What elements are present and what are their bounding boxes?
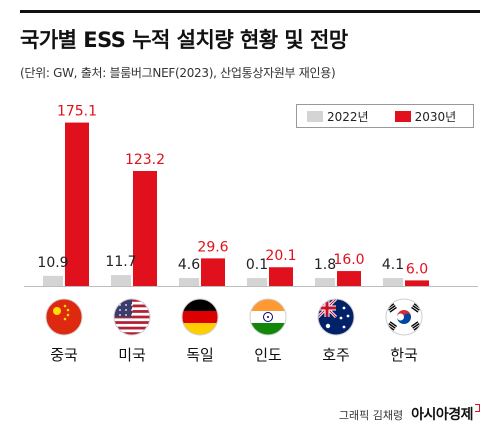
- chart-title: 국가별 ESS 누적 설치량 현황 및 전망: [20, 28, 348, 52]
- bar-2022-china: [43, 275, 63, 286]
- legend-swatch-2030: [394, 110, 411, 122]
- value-label-2030-usa: 123.2: [125, 152, 165, 168]
- value-label-2022-usa: 11.7: [105, 254, 136, 270]
- value-label-2022-korea: 4.1: [382, 257, 404, 273]
- category-label-australia: 호주: [322, 346, 350, 364]
- legend-item-2022: 2022년: [307, 108, 369, 125]
- legend-swatch-2022: [307, 110, 323, 122]
- brand-mark-icon: [475, 404, 480, 412]
- bar-2022-india: [247, 278, 267, 286]
- value-label-2030-korea: 6.0: [406, 261, 428, 277]
- india-flag-icon: [249, 298, 287, 336]
- bar-2030-australia: [337, 271, 361, 286]
- category-label-usa: 미국: [118, 346, 146, 364]
- australia-flag-icon: [317, 298, 355, 336]
- legend: 2022년 2030년: [296, 104, 474, 128]
- value-label-2022-india: 0.1: [246, 257, 268, 273]
- chart-subtitle: (단위: GW, 출처: 블룸버그NEF(2023), 산업통상자원부 재인용): [20, 66, 336, 80]
- footer: 그래픽 김채령 아시아경제: [339, 404, 480, 424]
- category-label-korea: 한국: [390, 346, 418, 364]
- bar-2022-korea: [383, 278, 403, 286]
- value-label-2022-china: 10.9: [37, 255, 68, 271]
- china-flag-icon: [45, 298, 83, 336]
- korea-flag-icon: [385, 298, 423, 336]
- bar-2030-korea: [405, 280, 429, 286]
- brand-logo: 아시아경제: [411, 404, 480, 424]
- value-label-2022-australia: 1.8: [314, 257, 336, 273]
- legend-label-2022: 2022년: [327, 109, 369, 124]
- value-label-2022-germany: 4.6: [178, 257, 200, 273]
- value-label-2030-germany: 29.6: [197, 239, 228, 255]
- bar-2030-germany: [201, 258, 225, 286]
- category-label-germany: 독일: [186, 346, 214, 364]
- bar-2022-germany: [179, 278, 199, 286]
- category-label-india: 인도: [254, 346, 282, 364]
- germany-flag-icon: [181, 298, 219, 336]
- category-label-china: 중국: [50, 346, 78, 364]
- usa-flag-icon: [113, 298, 151, 336]
- bar-2030-china: [65, 122, 89, 286]
- value-label-2030-china: 175.1: [57, 104, 97, 120]
- value-label-2030-australia: 16.0: [333, 252, 364, 268]
- bar-2022-australia: [315, 278, 335, 286]
- brand-name: 아시아경제: [411, 407, 473, 423]
- bar-2030-usa: [133, 171, 157, 286]
- graphic-credit: 그래픽 김채령: [338, 409, 404, 422]
- value-label-2030-india: 20.1: [265, 248, 296, 264]
- legend-item-2030: 2030년: [394, 108, 457, 125]
- legend-label-2030: 2030년: [414, 109, 457, 124]
- bar-2022-usa: [111, 275, 131, 286]
- bar-2030-india: [269, 267, 293, 286]
- top-rule: [20, 10, 480, 13]
